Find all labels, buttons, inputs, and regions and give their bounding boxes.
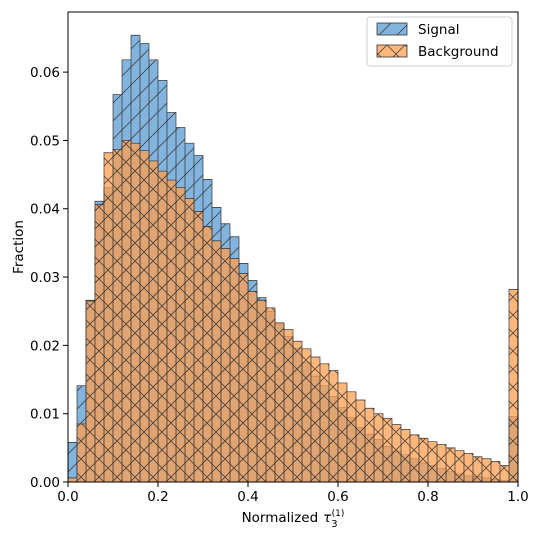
bar-hatch-background-18: [230, 258, 239, 482]
bar-hatch-background-39: [419, 438, 428, 482]
bar-hatch-background-22: [266, 307, 275, 482]
bar-hatch-background-21: [257, 300, 266, 482]
bar-hatch-background-8: [140, 150, 149, 482]
bar-hatch-background-19: [239, 273, 248, 482]
bar-hatch-background-16: [212, 240, 221, 482]
x-tick-label: 0.8: [417, 489, 438, 505]
y-tick-label: 0.02: [30, 338, 60, 354]
bar-hatch-background-41: [437, 444, 446, 482]
bar-hatch-background-29: [329, 370, 338, 482]
x-tick-label: 1.0: [507, 489, 528, 505]
bar-hatch-background-3: [95, 204, 104, 482]
bar-hatch-background-44: [464, 453, 473, 482]
y-tick-label: 0.03: [30, 270, 60, 286]
bar-hatch-signal-0: [68, 442, 77, 482]
y-tick-label: 0.00: [30, 475, 60, 491]
bar-hatch-background-30: [338, 382, 347, 482]
legend-hatch-background: [377, 45, 407, 57]
bar-hatch-background-12: [176, 187, 185, 482]
plot-frame: [67, 11, 519, 483]
y-tick-label: 0.01: [30, 407, 60, 423]
bar-hatch-background-40: [428, 441, 437, 482]
bar-hatch-background-33: [365, 408, 374, 482]
outline-background: [68, 140, 518, 482]
background-series: [68, 140, 518, 482]
bar-hatch-background-11: [167, 180, 176, 482]
x-tick-label: 0.6: [327, 489, 348, 505]
bar-hatch-background-5: [113, 149, 122, 482]
x-tick-label: 0.4: [237, 489, 258, 505]
bar-hatch-background-47: [491, 461, 500, 482]
bar-hatch-background-0: [68, 477, 77, 482]
legend-item-background: Background: [376, 44, 499, 60]
bar-hatch-background-31: [347, 391, 356, 482]
bar-hatch-background-36: [392, 424, 401, 482]
bar-hatch-background-28: [320, 363, 329, 482]
x-axis-label: Normalized τ3(1): [242, 509, 345, 530]
bar-hatch-background-26: [302, 348, 311, 482]
bar-hatch-background-17: [221, 248, 230, 482]
bar-hatch-background-34: [374, 413, 383, 482]
bar-hatch-background-38: [410, 434, 419, 482]
legend-label-background: Background: [418, 44, 499, 60]
bar-hatch-background-49: [509, 289, 518, 482]
bar-hatch-background-24: [284, 329, 293, 482]
y-axis: 0.00 0.01 0.02 0.03 0.04 0.05 0.06: [30, 65, 68, 491]
bar-hatch-background-27: [311, 356, 320, 482]
bar-hatch-background-4: [104, 152, 113, 482]
x-axis: 0.0 0.2 0.4 0.6 0.8 1.0: [57, 482, 529, 505]
bar-hatch-background-6: [122, 140, 131, 482]
bar-hatch-background-25: [293, 341, 302, 482]
y-tick-label: 0.04: [30, 202, 60, 218]
bar-hatch-background-14: [194, 211, 203, 482]
x-tick-label: 0.0: [57, 489, 78, 505]
bar-hatch-background-7: [131, 143, 140, 482]
bar-hatch-background-46: [482, 458, 491, 482]
y-tick-label: 0.05: [30, 133, 60, 149]
bar-hatch-background-20: [248, 291, 257, 482]
bar-hatch-background-43: [455, 450, 464, 482]
bar-hatch-background-42: [446, 447, 455, 482]
bar-hatch-background-45: [473, 456, 482, 482]
legend: Signal Background: [366, 16, 513, 67]
y-axis-label: Fraction: [11, 220, 27, 274]
bar-hatch-background-13: [185, 198, 194, 482]
bar-hatch-background-35: [383, 418, 392, 482]
legend-label-signal: Signal: [418, 22, 459, 38]
bar-hatch-background-48: [500, 465, 509, 482]
bar-hatch-background-23: [275, 322, 284, 482]
bar-hatch-background-10: [158, 171, 167, 482]
bar-hatch-background-1: [77, 423, 86, 482]
legend-hatch-signal: [377, 23, 407, 35]
x-tick-label: 0.2: [147, 489, 168, 505]
y-tick-label: 0.06: [30, 65, 60, 81]
bar-hatch-background-37: [401, 429, 410, 482]
bar-hatch-background-2: [86, 300, 95, 482]
bar-hatch-background-9: [149, 160, 158, 482]
legend-item-signal: Signal: [376, 22, 459, 38]
bar-hatch-background-15: [203, 226, 212, 482]
bar-hatch-background-32: [356, 400, 365, 482]
